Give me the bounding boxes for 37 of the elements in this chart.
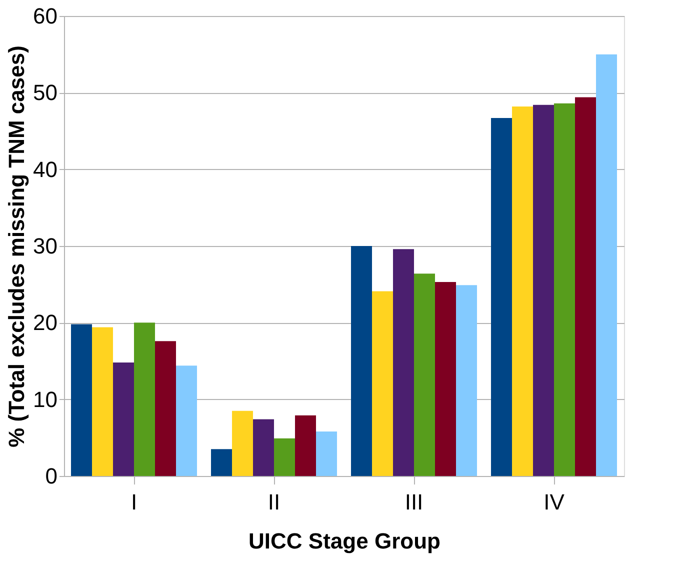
x-tick-label: III (404, 490, 424, 514)
bar (134, 322, 155, 476)
bar (372, 291, 393, 476)
bar (596, 54, 617, 476)
bar (211, 449, 232, 476)
x-axis-title: UICC Stage Group (248, 528, 440, 554)
bar (113, 362, 134, 476)
bar (232, 410, 253, 476)
bar (176, 366, 197, 476)
bar (414, 274, 435, 476)
bar (435, 282, 456, 476)
y-tick-label: 20 (33, 310, 58, 336)
x-tick-label: IV (544, 490, 565, 514)
bar (155, 341, 176, 476)
y-tick-label: 60 (33, 4, 58, 28)
bar (351, 246, 372, 476)
y-tick-label: 10 (33, 386, 58, 412)
bar (575, 97, 596, 476)
bar (316, 432, 337, 476)
bar (533, 104, 554, 476)
bar (512, 106, 533, 476)
y-tick-label: 40 (33, 156, 58, 182)
x-tick-label: I (130, 490, 138, 514)
y-tick-label: 0 (45, 464, 58, 488)
bar (554, 103, 575, 476)
x-tick-label: II (268, 490, 280, 514)
bar (274, 438, 295, 476)
bar (71, 324, 92, 476)
bar (393, 249, 414, 476)
bar (456, 285, 477, 476)
bar (295, 415, 316, 476)
y-tick-label: 30 (33, 234, 58, 258)
y-tick-label: 50 (33, 80, 58, 106)
bar (491, 118, 512, 476)
y-axis-title: % (Total excludes missing TNM cases) (4, 46, 30, 448)
bar (253, 419, 274, 476)
bar (92, 327, 113, 476)
